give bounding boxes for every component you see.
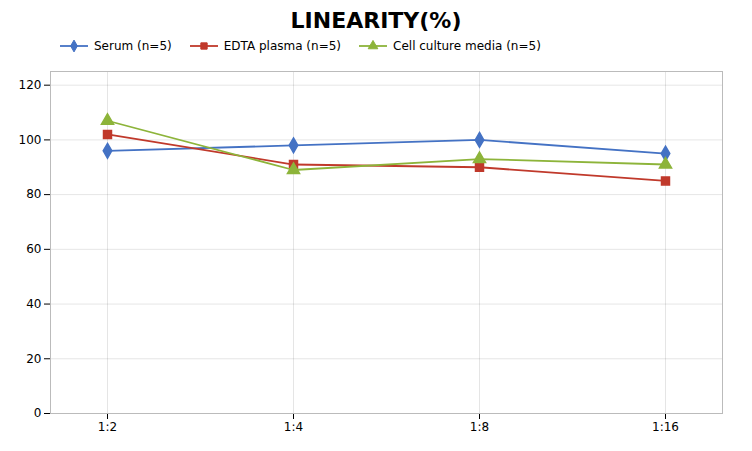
svg-text:1:8: 1:8 [470, 420, 489, 434]
svg-text:20: 20 [26, 352, 41, 366]
svg-text:40: 40 [26, 297, 41, 311]
html-text:Serum (n=5): Serum (n=5) [94, 39, 172, 53]
svg-text:1:2: 1:2 [98, 420, 117, 434]
html-text:EDTA plasma (n=5): EDTA plasma (n=5) [223, 39, 341, 53]
svg-text:1:4: 1:4 [284, 420, 303, 434]
svg-text:100: 100 [19, 133, 42, 147]
svg-text:60: 60 [26, 242, 41, 256]
svg-text:0: 0 [34, 406, 42, 420]
svg-text:120: 120 [19, 78, 42, 92]
svg-text:80: 80 [26, 187, 41, 201]
svg-text:1:16: 1:16 [652, 420, 679, 434]
html-text:LINEARITY(%): LINEARITY(%) [290, 8, 462, 33]
html-text:Cell culture media (n=5): Cell culture media (n=5) [393, 39, 541, 53]
